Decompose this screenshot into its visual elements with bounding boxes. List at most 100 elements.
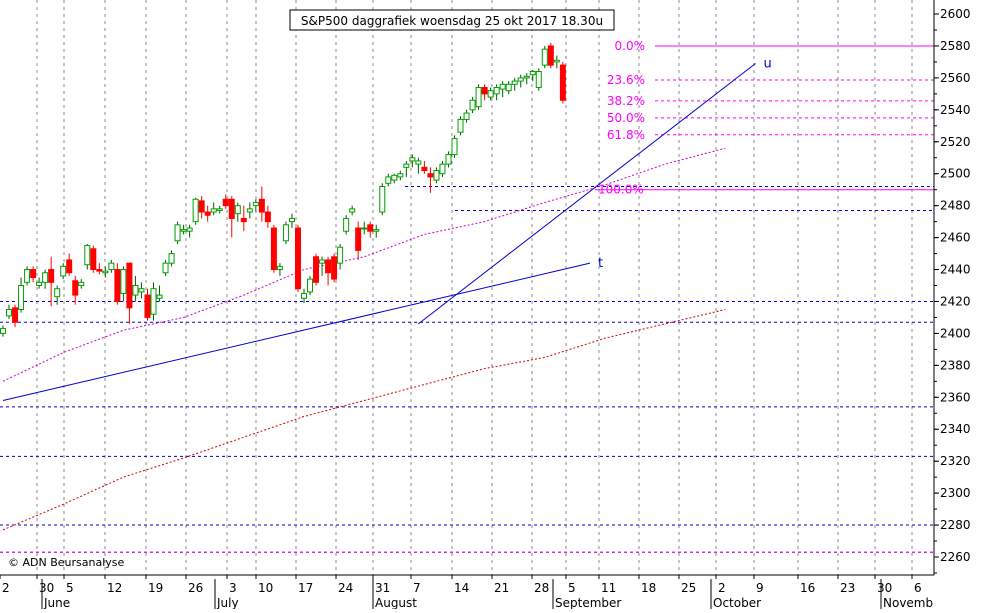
candle-body-up	[174, 224, 181, 242]
month-tick-label: Novemb	[883, 596, 933, 609]
title-box: S&P500 daggrafiek woensdag 25 okt 2017 1…	[289, 9, 615, 31]
x-tick-label: 16	[800, 581, 815, 595]
trendline-t-label: t	[598, 256, 603, 271]
candle-body-up	[132, 285, 139, 296]
month-tick-label: August	[375, 596, 417, 609]
x-tick-label: 14	[454, 581, 469, 595]
candle-body-up	[445, 154, 452, 165]
x-tick-label: 2	[2, 581, 10, 595]
candle-body-up	[54, 288, 61, 298]
y-tick-label: 2580	[940, 39, 971, 53]
x-tick-label: 12	[107, 581, 122, 595]
candle-body-down	[12, 307, 19, 323]
candle-body-down	[114, 269, 121, 302]
candle-body-up	[391, 174, 398, 181]
candle-body-up	[252, 201, 259, 207]
candle-body-up	[397, 173, 404, 178]
month-tick-label: October	[713, 596, 761, 609]
candle-body-down	[66, 259, 73, 274]
fib-label: 61.8%	[607, 128, 645, 142]
fib-label: 23.6%	[607, 73, 645, 87]
x-tick-label: 17	[298, 581, 313, 595]
candle-body-up	[307, 278, 314, 293]
y-tick-label: 2500	[940, 167, 971, 181]
candle-body-up	[210, 208, 217, 213]
x-tick-label: 28	[534, 581, 549, 595]
moving-averages	[2, 147, 726, 531]
candle-body-up	[156, 294, 163, 299]
candle-body-up	[84, 245, 91, 266]
y-tick-label: 2400	[940, 326, 971, 340]
candle-body-up	[246, 208, 253, 213]
candle-body-up	[138, 288, 145, 293]
candle-body-down	[96, 269, 103, 272]
candle-body-up	[373, 229, 380, 232]
candle-body-up	[102, 270, 109, 274]
candle-body-up	[505, 83, 512, 92]
fib-label: 0.0%	[615, 39, 646, 53]
candle-body-up	[385, 176, 392, 184]
candle-body-up	[433, 170, 440, 181]
candle-body-up	[349, 208, 356, 213]
candle-body-down	[547, 45, 554, 66]
candle-body-down	[126, 262, 133, 309]
trendlines: tu	[2, 57, 772, 401]
fib-labels: 0.0% 23.6% 38.2% 50.0% 61.8% 100.0%	[598, 39, 645, 197]
candle-body-down	[48, 269, 55, 283]
month-tick-label: July	[216, 596, 239, 609]
candle-body-up	[337, 246, 344, 264]
candle-body-up	[168, 253, 175, 264]
x-tick-label: 3	[229, 581, 237, 595]
fib-label: 38.2%	[607, 94, 645, 108]
x-tick-label: 19	[148, 581, 163, 595]
candle-body-down	[331, 256, 338, 280]
candle-body-down	[240, 217, 247, 223]
candle-body-up	[78, 281, 85, 287]
candle-body-down	[294, 227, 301, 290]
y-tick-label: 2260	[940, 550, 971, 564]
candle-body-up	[409, 157, 416, 162]
candle-body-down	[72, 280, 79, 296]
candle-body-up	[108, 262, 115, 271]
candle-body-up	[463, 112, 470, 120]
candle-body-up	[499, 83, 506, 90]
y-tick-label: 2440	[940, 263, 971, 277]
candle-body-down	[559, 64, 566, 101]
candle-body-up	[403, 163, 410, 168]
candle-body-up	[361, 227, 368, 230]
candle-body-down	[270, 227, 277, 271]
x-tick-label: 25	[681, 581, 696, 595]
candle-body-down	[258, 198, 265, 213]
candle-body-up	[415, 160, 422, 165]
candle-body-up	[186, 227, 193, 232]
y-tick-label: 2360	[940, 390, 971, 404]
y-tick-label: 2420	[940, 294, 971, 308]
y-tick-label: 2480	[940, 199, 971, 213]
y-tick-label: 2320	[940, 454, 971, 468]
candle-body-up	[439, 163, 446, 175]
candle-body-up	[319, 259, 326, 264]
ma-long-line	[2, 309, 726, 531]
candle-body-up	[162, 262, 169, 274]
chart-title: S&P500 daggrafiek woensdag 25 okt 2017 1…	[301, 14, 603, 28]
x-tick-label: 30	[39, 581, 54, 595]
x-tick-label: 24	[338, 581, 353, 595]
y-tick-label: 2380	[940, 358, 971, 372]
x-tick-label: 18	[641, 581, 656, 595]
y-tick-label: 2560	[940, 71, 971, 85]
candle-body-up	[120, 269, 127, 294]
candle-body-down	[355, 227, 362, 251]
candle-body-up	[529, 71, 536, 76]
candle-body-down	[90, 248, 97, 271]
x-tick-label: 6	[914, 581, 922, 595]
candle-body-up	[379, 185, 386, 213]
y-tick-label: 2340	[940, 422, 971, 436]
x-tick-label: 21	[494, 581, 509, 595]
candle-body-down	[427, 173, 434, 178]
candle-body-up	[535, 71, 542, 88]
candle-body-down	[325, 259, 332, 274]
x-tick-label: 9	[756, 581, 764, 595]
